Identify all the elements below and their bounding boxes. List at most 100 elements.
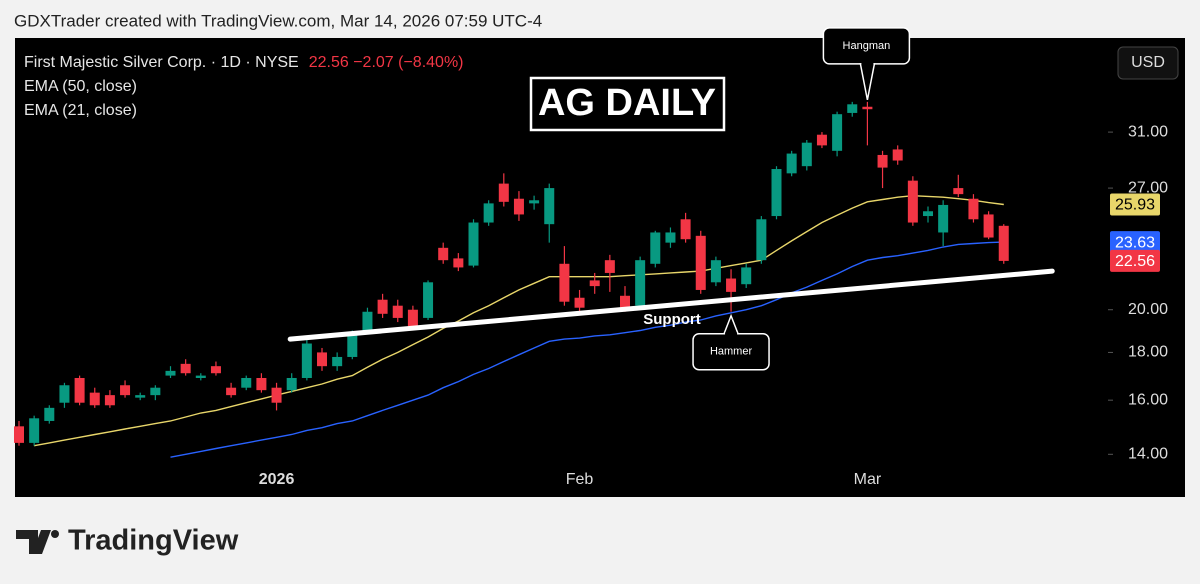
candle-body xyxy=(923,211,933,217)
plot-area: 14.00 16.00 18.00 20.00 27.00 31.00 2026 Feb Mar… xyxy=(14,27,1168,488)
candle-body xyxy=(574,297,585,308)
candle-body xyxy=(513,198,524,215)
candle-body xyxy=(635,260,646,306)
legend-entry: EMA (21, close) xyxy=(24,102,137,119)
candle-body xyxy=(953,188,964,195)
candle-body xyxy=(589,280,600,287)
candle-body xyxy=(862,106,873,110)
candle-body xyxy=(14,426,24,443)
ema-line xyxy=(33,194,1004,447)
candle-body xyxy=(165,370,176,376)
support-label: Support xyxy=(643,311,701,328)
candle-body xyxy=(362,311,373,331)
title-box xyxy=(529,76,726,132)
candle-body xyxy=(665,232,676,243)
y-tick-label: 14.00 xyxy=(1128,446,1168,463)
y-tick-label: 27.00 xyxy=(1128,179,1168,196)
candle-body xyxy=(392,305,403,318)
candle-body xyxy=(847,104,858,113)
candle-body xyxy=(332,356,343,367)
candle-body xyxy=(620,295,630,310)
candle-body xyxy=(29,418,40,443)
candle-body xyxy=(210,366,221,374)
candle-body xyxy=(180,363,191,374)
candle-body xyxy=(407,309,418,327)
price-tag xyxy=(1110,193,1160,216)
candle-body xyxy=(226,387,237,396)
candle-body xyxy=(816,134,827,146)
candle-body xyxy=(256,377,267,391)
chart-title: AG DAILY xyxy=(538,82,716,124)
candle-body xyxy=(468,222,479,266)
candle-body xyxy=(604,260,615,273)
candle-body xyxy=(741,267,752,285)
price-tag-label: 22.56 xyxy=(1115,253,1155,270)
quote: 22.56 −2.07 (−8.40%) xyxy=(309,54,464,71)
candle-body xyxy=(710,260,721,283)
candle-body xyxy=(498,183,509,202)
price-tag-label: 23.63 xyxy=(1115,234,1155,251)
ema-line xyxy=(170,241,1004,458)
y-tick-label: 31.00 xyxy=(1128,123,1168,140)
callout-box xyxy=(692,333,770,371)
candle-body xyxy=(89,392,100,406)
candle-body xyxy=(559,263,570,302)
candle-body xyxy=(832,114,843,151)
x-tick-label: Feb xyxy=(566,471,594,488)
candle-body xyxy=(438,247,449,261)
candle-body xyxy=(59,385,70,403)
candle-body xyxy=(347,332,358,357)
candle-body xyxy=(150,387,161,396)
candle-body xyxy=(544,188,555,225)
candle-body xyxy=(907,180,918,223)
candle-body xyxy=(529,200,540,204)
candle-body xyxy=(241,377,252,388)
candle-body xyxy=(317,352,327,367)
y-tick-label: 18.00 xyxy=(1128,344,1168,361)
x-tick-label: Mar xyxy=(854,471,882,488)
candle-body xyxy=(44,407,55,421)
attribution: GDXTrader created with TradingView.com, … xyxy=(14,11,542,30)
candle-body xyxy=(286,377,297,391)
y-tick-label: 16.00 xyxy=(1128,391,1168,408)
support-line xyxy=(287,268,1055,342)
candle-body xyxy=(983,214,994,238)
candle-body xyxy=(74,377,85,403)
candle-body xyxy=(968,198,979,220)
callout-box xyxy=(822,27,911,65)
candle-body xyxy=(726,278,737,292)
candle-body xyxy=(135,395,146,398)
symbol: First Majestic Silver Corp. · 1D · NYSE xyxy=(24,54,299,71)
candle-body xyxy=(271,387,282,403)
callout-label: Hammer xyxy=(710,346,753,358)
candle-body xyxy=(877,154,888,168)
candle-body xyxy=(195,375,206,378)
price-tag xyxy=(1110,249,1160,272)
candle-body xyxy=(695,235,706,290)
candle-body xyxy=(938,204,949,233)
candle-body xyxy=(453,258,464,268)
candle-body xyxy=(120,385,131,396)
x-tick-label: 2026 xyxy=(259,471,295,488)
candle-body xyxy=(998,225,1009,261)
candle-body xyxy=(104,395,115,406)
callout-label: Hangman xyxy=(843,40,891,52)
candle-body xyxy=(892,149,903,161)
y-tick-label: 20.00 xyxy=(1128,301,1168,318)
candle-body xyxy=(801,142,812,167)
candle-body xyxy=(377,299,388,314)
currency[interactable]: USD xyxy=(1131,54,1165,71)
candle-body xyxy=(756,219,767,261)
legend-entry: EMA (50, close) xyxy=(24,78,137,95)
brand-logo xyxy=(16,530,59,554)
price-tag xyxy=(1110,231,1160,254)
candle-body xyxy=(423,282,434,318)
price-tag-label: 25.93 xyxy=(1115,197,1155,214)
candle-body xyxy=(301,343,312,378)
currency-button[interactable] xyxy=(1117,46,1179,80)
candle-body xyxy=(786,153,797,174)
symbol-legend: First Majestic Silver Corp. · 1D · NYSE 2… xyxy=(24,54,464,71)
candle-body xyxy=(483,203,494,223)
